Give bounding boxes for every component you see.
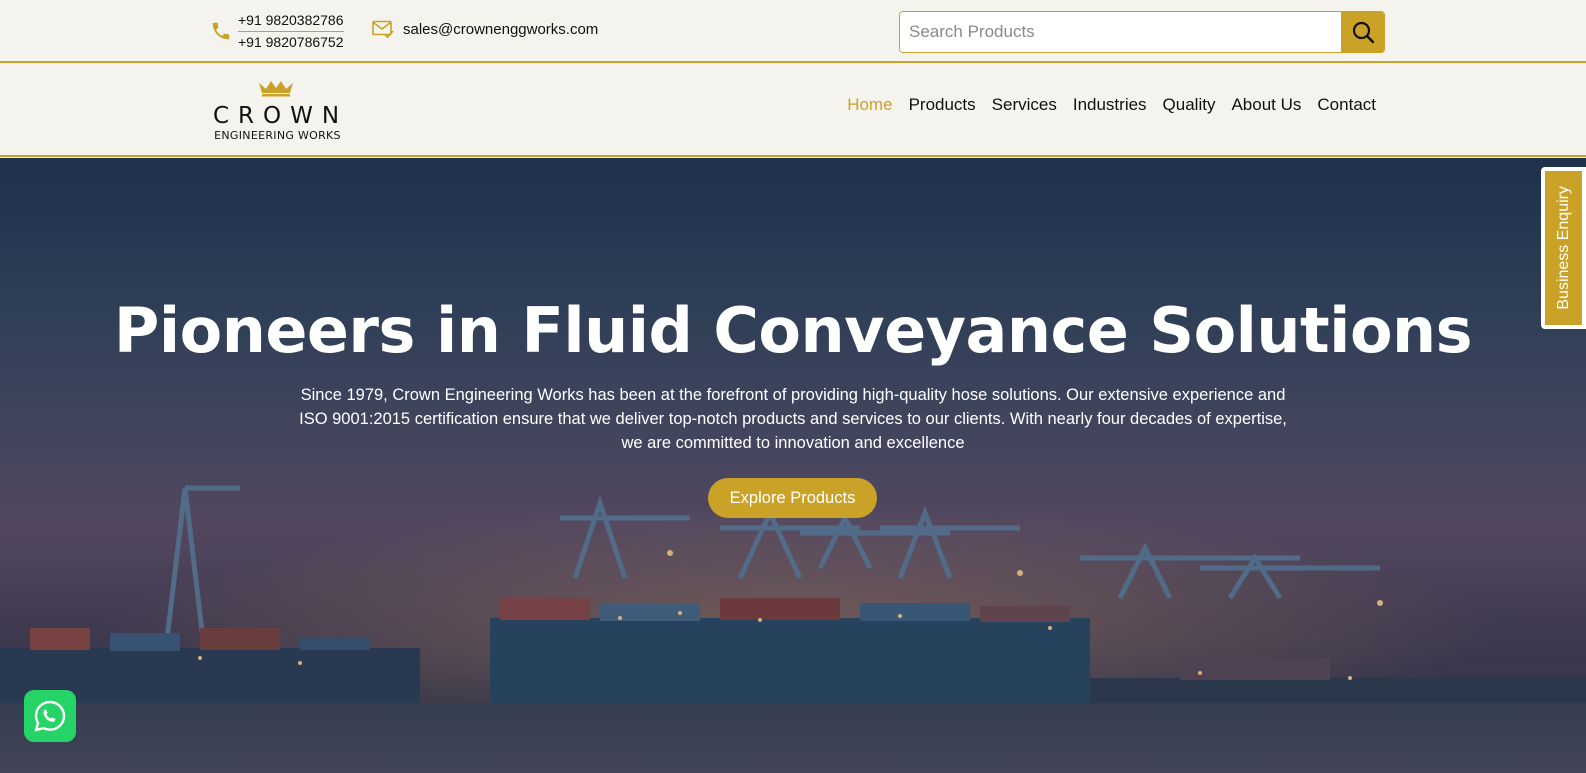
business-enquiry-tab-inner: Business Enquiry xyxy=(1545,171,1582,325)
logo-wordmark: CROWN xyxy=(212,103,349,129)
email-link[interactable]: sales@crownenggworks.com xyxy=(403,20,599,38)
nav-products[interactable]: Products xyxy=(908,95,976,114)
port-background-image xyxy=(0,158,1586,773)
logo[interactable]: CROWN ENGINEERING WORKS xyxy=(205,79,350,143)
nav-industries[interactable]: Industries xyxy=(1072,95,1147,114)
nav-home[interactable]: Home xyxy=(847,95,893,114)
business-enquiry-label: Business Enquiry xyxy=(1554,186,1572,310)
whatsapp-button[interactable] xyxy=(24,690,76,742)
search-box xyxy=(899,11,1385,53)
logo-subtitle: ENGINEERING WORKS xyxy=(214,129,341,142)
nav-quality[interactable]: Quality xyxy=(1162,95,1216,114)
business-enquiry-tab[interactable]: Business Enquiry xyxy=(1541,167,1586,329)
nav-about-us[interactable]: About Us xyxy=(1231,95,1302,114)
search-button[interactable] xyxy=(1341,12,1384,52)
search-icon xyxy=(1352,21,1374,44)
hero-title: Pioneers in Fluid Conveyance Solutions xyxy=(113,294,1473,367)
mail-check-icon xyxy=(372,20,394,38)
explore-products-button[interactable]: Explore Products xyxy=(708,478,877,518)
nav-contact[interactable]: Contact xyxy=(1317,95,1376,114)
main-navbar: CROWN ENGINEERING WORKS Home Products Se… xyxy=(0,65,1586,157)
search-input[interactable] xyxy=(900,12,1341,52)
hero-description: Since 1979, Crown Engineering Works has … xyxy=(299,386,1287,452)
top-bar: +91 9820382786 +91 9820786752 sales@crow… xyxy=(0,0,1586,63)
whatsapp-icon xyxy=(34,700,66,732)
crown-icon xyxy=(259,81,293,97)
phone-contact: +91 9820382786 +91 9820786752 xyxy=(210,10,344,52)
phone-number-2[interactable]: +91 9820786752 xyxy=(238,34,344,50)
email-contact: sales@crownenggworks.com xyxy=(372,20,598,38)
hero-section: Pioneers in Fluid Conveyance Solutions S… xyxy=(0,158,1586,773)
nav-services[interactable]: Services xyxy=(991,95,1057,114)
nav-menu: Home Products Services Industries Qualit… xyxy=(831,95,1376,115)
phone-icon xyxy=(212,22,230,40)
phone-number-1[interactable]: +91 9820382786 xyxy=(238,10,344,32)
